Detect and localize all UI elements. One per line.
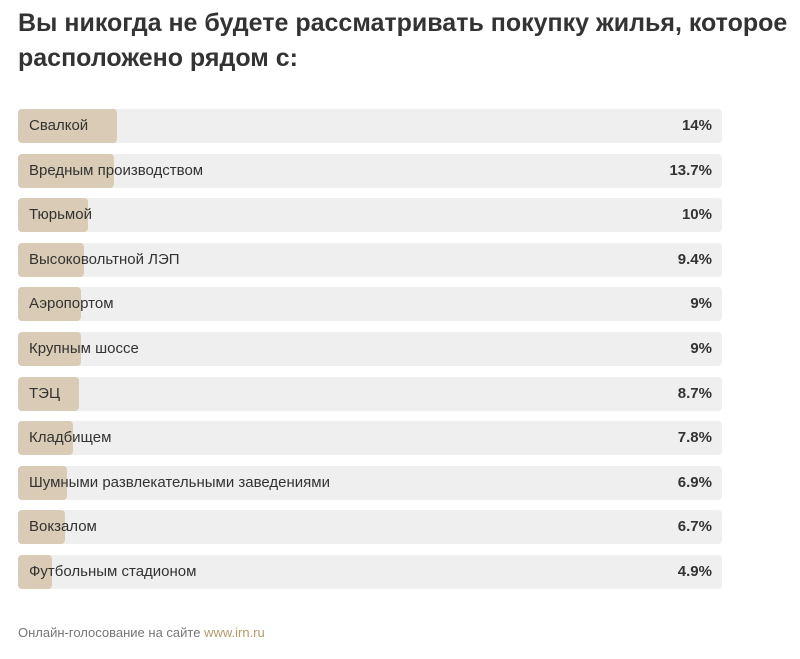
bar-label: Футбольным стадионом [29, 562, 197, 580]
bar-fill [18, 331, 82, 366]
bar-value-label: 9% [690, 339, 712, 357]
bar-label: Вредным производством [29, 161, 204, 179]
bar-row: Свалкой 14% [18, 109, 722, 143]
bar-label: Кладбищем [29, 429, 112, 447]
bar-fill [18, 287, 82, 322]
bar-value-label: 6.9% [677, 473, 712, 491]
bar-label: Аэропортом [29, 295, 114, 313]
bar-value-label: 8.7% [677, 384, 712, 402]
bar-fill [18, 465, 67, 500]
bar-label: Свалкой [29, 117, 89, 134]
bar-label: Крупным шоссе [29, 339, 139, 357]
chart-title: Вы никогда не будете рассматривать покуп… [18, 9, 788, 72]
bar-value-label: 4.9% [677, 562, 712, 580]
bar-row: Вредным производством 13.7% [18, 153, 722, 188]
source-note: Онлайн-голосование на сайте www.irn.ru [18, 625, 265, 640]
bar-label: ТЭЦ [29, 384, 61, 402]
bar-value-label: 9.4% [677, 250, 712, 268]
bar-list: Свалкой 14% Вредным производством 13.7% Тюрь… [18, 109, 722, 600]
bar-value-label: 10% [681, 206, 712, 224]
bar-fill [18, 376, 80, 411]
source-text: Онлайн-голосование на сайте [18, 625, 205, 640]
source-link[interactable]: www.irn.ru [204, 625, 265, 640]
bar-label: Тюрьмой [29, 206, 92, 224]
bar-value-label: 7.8% [677, 429, 712, 447]
bar-row: Тюрьмой 10% [18, 198, 722, 233]
bar-label: Высоковольтной ЛЭП [29, 250, 180, 268]
bar-row: Футбольным стадионом 4.9% [18, 554, 722, 589]
bar-value-label: 9% [690, 295, 712, 313]
bar-fill [18, 109, 117, 143]
bar-fill [18, 421, 73, 456]
bar-fill [18, 198, 89, 233]
bar-fill [18, 242, 85, 277]
bar-row: Аэропортом 9% [18, 287, 722, 322]
bar-fill [18, 153, 115, 188]
bar-row: Крупным шоссе 9% [18, 331, 722, 366]
bar-row: ТЭЦ 8.7% [18, 376, 722, 411]
bar-value-label: 13.7% [669, 161, 712, 179]
bar-label: Шумными развлекательными заведениями [29, 473, 330, 491]
bar-row: Кладбищем 7.8% [18, 421, 722, 456]
bar-fill [18, 554, 53, 589]
bar-row: Вокзалом 6.7% [18, 510, 722, 545]
bar-value-label: 14% [681, 117, 712, 134]
bar-label: Вокзалом [29, 518, 97, 536]
bar-value-label: 6.7% [677, 518, 712, 536]
bar-row: Высоковольтной ЛЭП 9.4% [18, 242, 722, 277]
bar-fill [18, 510, 66, 545]
bar-row: Шумными развлекательными заведениями 6.9% [18, 465, 722, 500]
